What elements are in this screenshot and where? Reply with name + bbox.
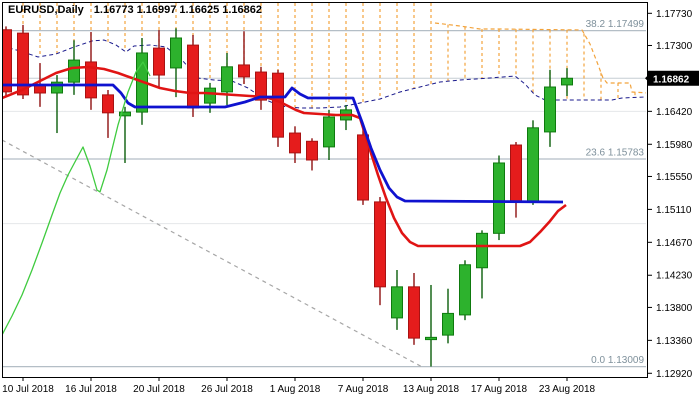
candle [544,69,556,147]
time-tick-label: 7 Aug 2018 [338,384,389,395]
price-tick-label: 1.12920 [656,369,693,380]
price-axis[interactable]: 1.17730 1.17300 1.16420 1.15980 1.15550 1.151… [648,9,693,380]
candle [255,66,267,110]
candle [459,260,471,321]
ma-red-line [3,65,567,248]
candle [187,35,199,117]
price-tick-label: 1.17300 [656,41,693,52]
candle [476,230,488,299]
time-tick-label: 26 Jul 2018 [201,384,253,395]
plot-area[interactable]: 38.2 1.17499 23.6 1.15783 0.0 1.13009 [1,3,649,369]
fib-level-label: 23.6 1.15783 [586,148,645,159]
candle [357,127,369,205]
time-tick-label: 10 Jul 2018 [2,384,54,395]
price-tick-label: 1.17730 [656,9,693,20]
candle [408,272,420,345]
candle [306,138,318,171]
price-tick-label: 1.14670 [656,238,693,249]
chart-border [2,2,648,378]
price-tick-label: 1.16420 [656,107,693,118]
time-tick-label: 13 Aug 2018 [403,384,460,395]
candle [374,197,386,306]
symbol-timeframe-label: EURUSD,Daily [8,4,84,16]
price-tick-label: 1.15980 [656,140,693,151]
price-tick-label: 1.15550 [656,172,693,183]
fib-level-label: 0.0 1.13009 [591,355,644,366]
candle [442,288,454,344]
candle [561,68,573,96]
candle [425,284,437,367]
price-tick-label: 1.15110 [656,205,692,216]
candle [527,120,539,205]
price-tick-label: 1.13800 [656,303,693,314]
candle [391,270,403,330]
candle [323,109,335,160]
candle [170,28,182,98]
time-tick-label: 17 Aug 2018 [471,384,528,395]
fib-level-label: 38.2 1.17499 [586,19,645,30]
candle [221,52,233,105]
candle [119,106,131,163]
candle [289,126,301,163]
time-tick-label: 23 Aug 2018 [539,384,596,395]
chikou-green-line [3,61,151,335]
candle [85,32,97,110]
current-price-badge: 1.16862 [645,70,699,86]
candle [493,155,505,241]
time-axis[interactable]: 10 Jul 2018 16 Jul 2018 20 Jul 2018 26 Jul … [2,378,596,395]
current-price-label: 1.16862 [653,74,690,85]
candle [17,24,29,99]
time-tick-label: 1 Aug 2018 [270,384,321,395]
cloud-upper-edge-line [434,22,646,94]
price-tick-label: 1.14230 [656,271,693,282]
chart-title: EURUSD,Daily 1.16773 1.16997 1.16625 1.16… [8,4,262,16]
time-tick-label: 20 Jul 2018 [133,384,185,395]
candle [238,31,250,85]
candle [102,90,114,138]
time-tick-label: 16 Jul 2018 [65,384,117,395]
ma-blue-line [3,83,564,204]
ohlc-values: 1.16773 1.16997 1.16625 1.16862 [93,4,263,16]
cloud-lower-edge-line [3,39,646,109]
candle [272,69,284,147]
price-tick-label: 1.13360 [656,336,693,347]
candle [153,30,165,88]
